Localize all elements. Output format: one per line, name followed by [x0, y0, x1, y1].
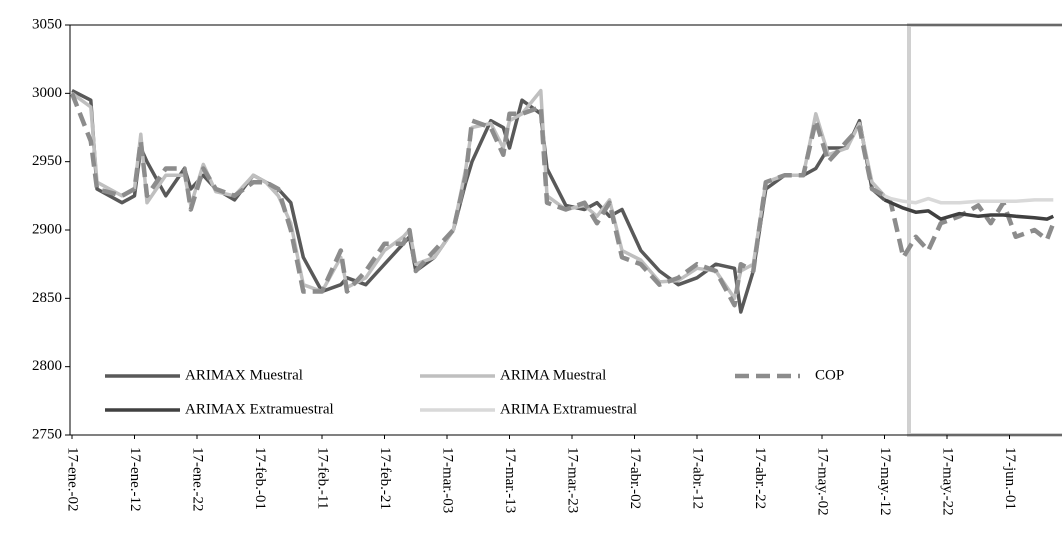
y-tick-label: 3050 [32, 16, 62, 32]
x-tick-label: 17-feb.-01 [252, 447, 268, 510]
y-tick-label: 2850 [32, 290, 62, 306]
y-tick-label: 2900 [32, 221, 62, 237]
series-line [69, 92, 1056, 308]
x-tick-label: 17-mar.-03 [440, 447, 456, 513]
x-tick-label: 17-abr.-02 [627, 447, 643, 509]
x-tick-label: 17-mar.-23 [565, 447, 581, 513]
x-tick-label: 17-feb.-11 [315, 447, 331, 509]
x-tick-label: 17-may.-22 [940, 447, 956, 516]
x-tick-label: 17-may.-02 [815, 447, 831, 516]
legend-label: ARIMA Muestral [500, 367, 606, 383]
y-tick-label: 3000 [32, 85, 62, 101]
x-tick-label: 17-jun.-01 [1002, 447, 1018, 510]
x-tick-label: 17-feb.-21 [377, 447, 393, 510]
series-line [883, 198, 1055, 221]
x-tick-label: 17-ene.-12 [127, 447, 143, 512]
x-tick-label: 17-abr.-12 [690, 447, 706, 509]
legend-label: ARIMAX Extramuestral [185, 401, 334, 417]
x-tick-label: 17-mar.-13 [502, 447, 518, 513]
y-tick-label: 2800 [32, 358, 62, 374]
forecast-box [907, 23, 1062, 437]
x-tick-label: 17-ene.-22 [190, 447, 206, 512]
x-tick-label: 17-abr.-22 [752, 447, 768, 509]
y-tick-label: 2750 [32, 426, 62, 442]
legend-label: COP [815, 367, 844, 383]
x-tick-label: 17-may.-12 [877, 447, 893, 516]
legend-label: ARIMA Extramuestral [500, 401, 637, 417]
y-tick-label: 2950 [32, 153, 62, 169]
legend-label: ARIMAX Muestral [185, 367, 303, 383]
x-tick-label: 17-ene.-02 [65, 447, 81, 512]
series-line [883, 194, 1054, 205]
